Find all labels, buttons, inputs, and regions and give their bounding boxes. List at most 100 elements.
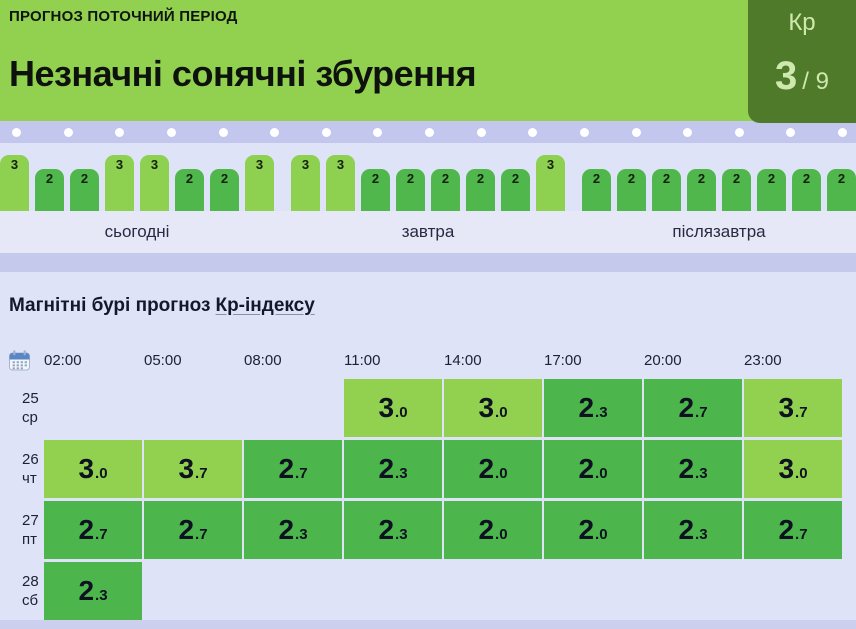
- kp-cell: 2.0: [544, 440, 642, 498]
- kp-cell-integer: 2: [78, 514, 95, 545]
- timeline-dot: [425, 127, 434, 137]
- bar-group: 3 2 2 3 3 2 2 3 сьогодні: [0, 143, 274, 253]
- kp-bar: 3: [291, 155, 320, 211]
- bottom-strip: [0, 620, 856, 629]
- kp-bar: 3: [140, 155, 169, 211]
- kp-bar: 2: [652, 169, 681, 211]
- kp-cell-decimal: .0: [495, 464, 508, 482]
- heading-text: Магнітні бурі прогноз: [9, 295, 211, 316]
- kp-cell-decimal: .7: [95, 525, 108, 543]
- timeline-dot: [321, 127, 331, 137]
- timeline-dot: [63, 127, 73, 137]
- kp-bar-value: 2: [371, 171, 380, 186]
- bar-row: 2 2 2 2 2 2 2 2: [582, 143, 856, 211]
- kp-cell-decimal: .7: [295, 464, 308, 482]
- kp-bar: 2: [396, 169, 425, 211]
- timeline-dot: [166, 127, 176, 137]
- kp-cell: 2.7: [244, 440, 342, 498]
- kp-bar-value: 2: [406, 171, 415, 186]
- kp-cell: 3.7: [144, 440, 242, 498]
- kp-cell: 3.0: [744, 440, 842, 498]
- kp-cell-decimal: .0: [595, 464, 608, 482]
- kp-bar: 2: [466, 169, 495, 211]
- kp-cell: 2.3: [344, 501, 442, 559]
- kp-cell: 3.0: [444, 379, 542, 437]
- kp-cell-integer: 2: [678, 514, 695, 545]
- time-label: 20:00: [644, 351, 682, 369]
- kp-bar: 2: [431, 169, 460, 211]
- kp-bar: 3: [326, 155, 355, 211]
- magnetic-storms-section: Магнітні бурі прогноз Кр-індексу 02:00 05:…: [0, 272, 856, 623]
- kp-bar-value: 2: [802, 171, 811, 186]
- time-label: 05:00: [144, 351, 182, 369]
- kp-bar-value: 3: [10, 157, 19, 172]
- kp-cell-decimal: .0: [795, 464, 808, 482]
- kp-bar-value: 2: [511, 171, 520, 186]
- calendar-cell: [0, 349, 44, 372]
- kp-cell-integer: 3: [478, 392, 495, 423]
- kp-bar-groups: 3 2 2 3 3 2 2 3 сьогодні 3 3 2 2 2 2 2 3 завтра 2 2 2 2 2 2 2 2 пі…: [0, 143, 856, 253]
- kp-cell-integer: 2: [578, 514, 595, 545]
- kp-cell-integer: 2: [178, 514, 195, 545]
- kp-cell-integer: 2: [278, 453, 295, 484]
- kp-bar: 2: [501, 169, 530, 211]
- timeline-dot: [579, 127, 589, 137]
- kp-bar: 3: [245, 155, 274, 211]
- kp-index-link[interactable]: Кр-індексу: [215, 295, 315, 316]
- calendar-icon: [9, 349, 30, 370]
- kp-bar: 2: [617, 169, 646, 211]
- kp-score: 3 / 9: [775, 54, 829, 98]
- kp-bar: 2: [70, 169, 99, 211]
- kp-cell-integer: 2: [378, 453, 395, 484]
- kp-cell-decimal: .3: [395, 525, 408, 543]
- kp-bar-value: 2: [45, 171, 54, 186]
- row-day-number: 25: [22, 390, 39, 407]
- time-label: 08:00: [244, 351, 282, 369]
- kp-cell-integer: 3: [178, 453, 195, 484]
- kp-cell-decimal: .7: [795, 403, 808, 421]
- time-label: 02:00: [44, 351, 82, 369]
- timeline-dot: [115, 127, 125, 137]
- kp-bar: 2: [210, 169, 239, 211]
- kp-bar: 2: [722, 169, 751, 211]
- bar-group-label: післязавтра: [672, 222, 766, 241]
- kp-bar-value: 2: [220, 171, 229, 186]
- kp-cell: 2.7: [744, 501, 842, 559]
- kp-cell-decimal: .0: [495, 403, 508, 421]
- row-date: 26 чт: [0, 440, 44, 501]
- kp-cell-integer: 2: [778, 514, 795, 545]
- kp-current-value: 3: [775, 54, 798, 98]
- kp-cell: 2.7: [144, 501, 242, 559]
- kp-bar-value: 2: [697, 171, 706, 186]
- row-date: 25 ср: [0, 379, 44, 440]
- kp-cell: 2.3: [44, 562, 142, 620]
- timeline-dot: [786, 127, 796, 137]
- row-weekday: пт: [22, 531, 37, 548]
- kp-cell: 2.3: [344, 440, 442, 498]
- kp-cell: 3.7: [744, 379, 842, 437]
- bar-row: 3 2 2 3 3 2 2 3: [0, 143, 274, 211]
- kp-cell-integer: 2: [678, 392, 695, 423]
- kp-bar-value: 2: [767, 171, 776, 186]
- bar-group: 3 3 2 2 2 2 2 3 завтра: [291, 143, 565, 253]
- table-row: 25 ср 3.0 3.0 2.3 2.7 3.7: [0, 379, 856, 440]
- row-weekday: сб: [22, 592, 39, 609]
- timeline-dot: [218, 127, 228, 137]
- timeline-dot: [12, 127, 21, 137]
- kp-bar-value: 2: [662, 171, 671, 186]
- timeline-dot: [270, 127, 280, 137]
- timeline-dot: [683, 127, 693, 137]
- time-label: 23:00: [744, 351, 782, 369]
- kp-cell-integer: 2: [478, 514, 495, 545]
- kp-cell: 2.0: [444, 501, 542, 559]
- kp-cell-integer: 2: [278, 514, 295, 545]
- header-kicker: ПРОГНОЗ ПОТОЧНИЙ ПЕРІОД: [9, 8, 238, 25]
- kp-cell-decimal: .7: [195, 525, 208, 543]
- bar-group-label: сьогодні: [104, 222, 170, 241]
- bar-row: 3 3 2 2 2 2 2 3: [291, 143, 565, 211]
- row-weekday: ср: [22, 409, 38, 426]
- row-weekday: чт: [22, 470, 37, 487]
- kp-cell: 2.0: [444, 440, 542, 498]
- kp-cell-integer: 3: [778, 453, 795, 484]
